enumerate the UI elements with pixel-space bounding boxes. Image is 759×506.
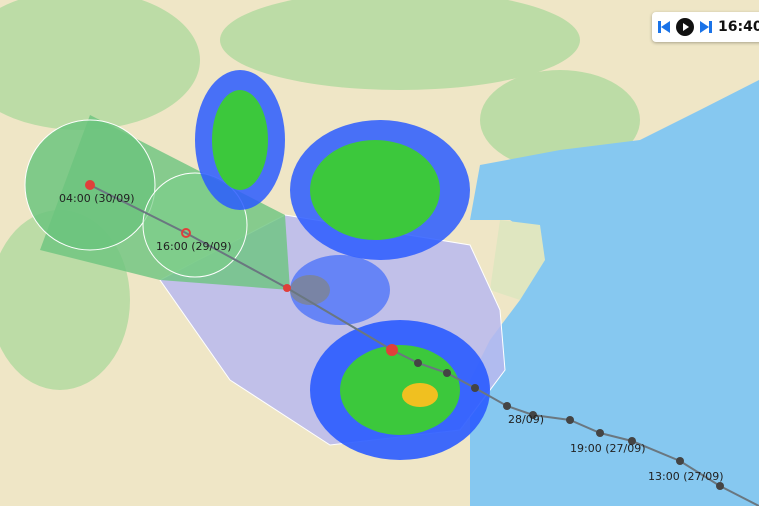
forecast-label: 04:00 (30/09) xyxy=(59,192,135,205)
hainan-island xyxy=(490,220,545,300)
history-points xyxy=(414,359,724,490)
radar-playback-control: 16:40 xyxy=(652,12,759,42)
skip-back-icon[interactable] xyxy=(658,20,670,34)
forecast-label: 16:00 (29/09) xyxy=(156,240,232,253)
history-label: 19:00 (27/09) xyxy=(570,442,646,455)
history-label: 13:00 (27/09) xyxy=(648,470,724,483)
skip-forward-icon[interactable] xyxy=(700,20,712,34)
low-pressure-icon[interactable] xyxy=(85,180,95,190)
history-label: 28/09) xyxy=(508,413,544,426)
forecast-point-29-09[interactable] xyxy=(181,228,191,238)
forecast-point[interactable] xyxy=(283,284,291,292)
typhoon-current-position-icon[interactable] xyxy=(386,344,398,356)
sea xyxy=(470,80,759,506)
play-icon[interactable] xyxy=(676,18,694,36)
forest-areas xyxy=(0,0,640,390)
radar-time: 16:40 xyxy=(718,19,759,35)
radar-echo xyxy=(195,70,490,460)
